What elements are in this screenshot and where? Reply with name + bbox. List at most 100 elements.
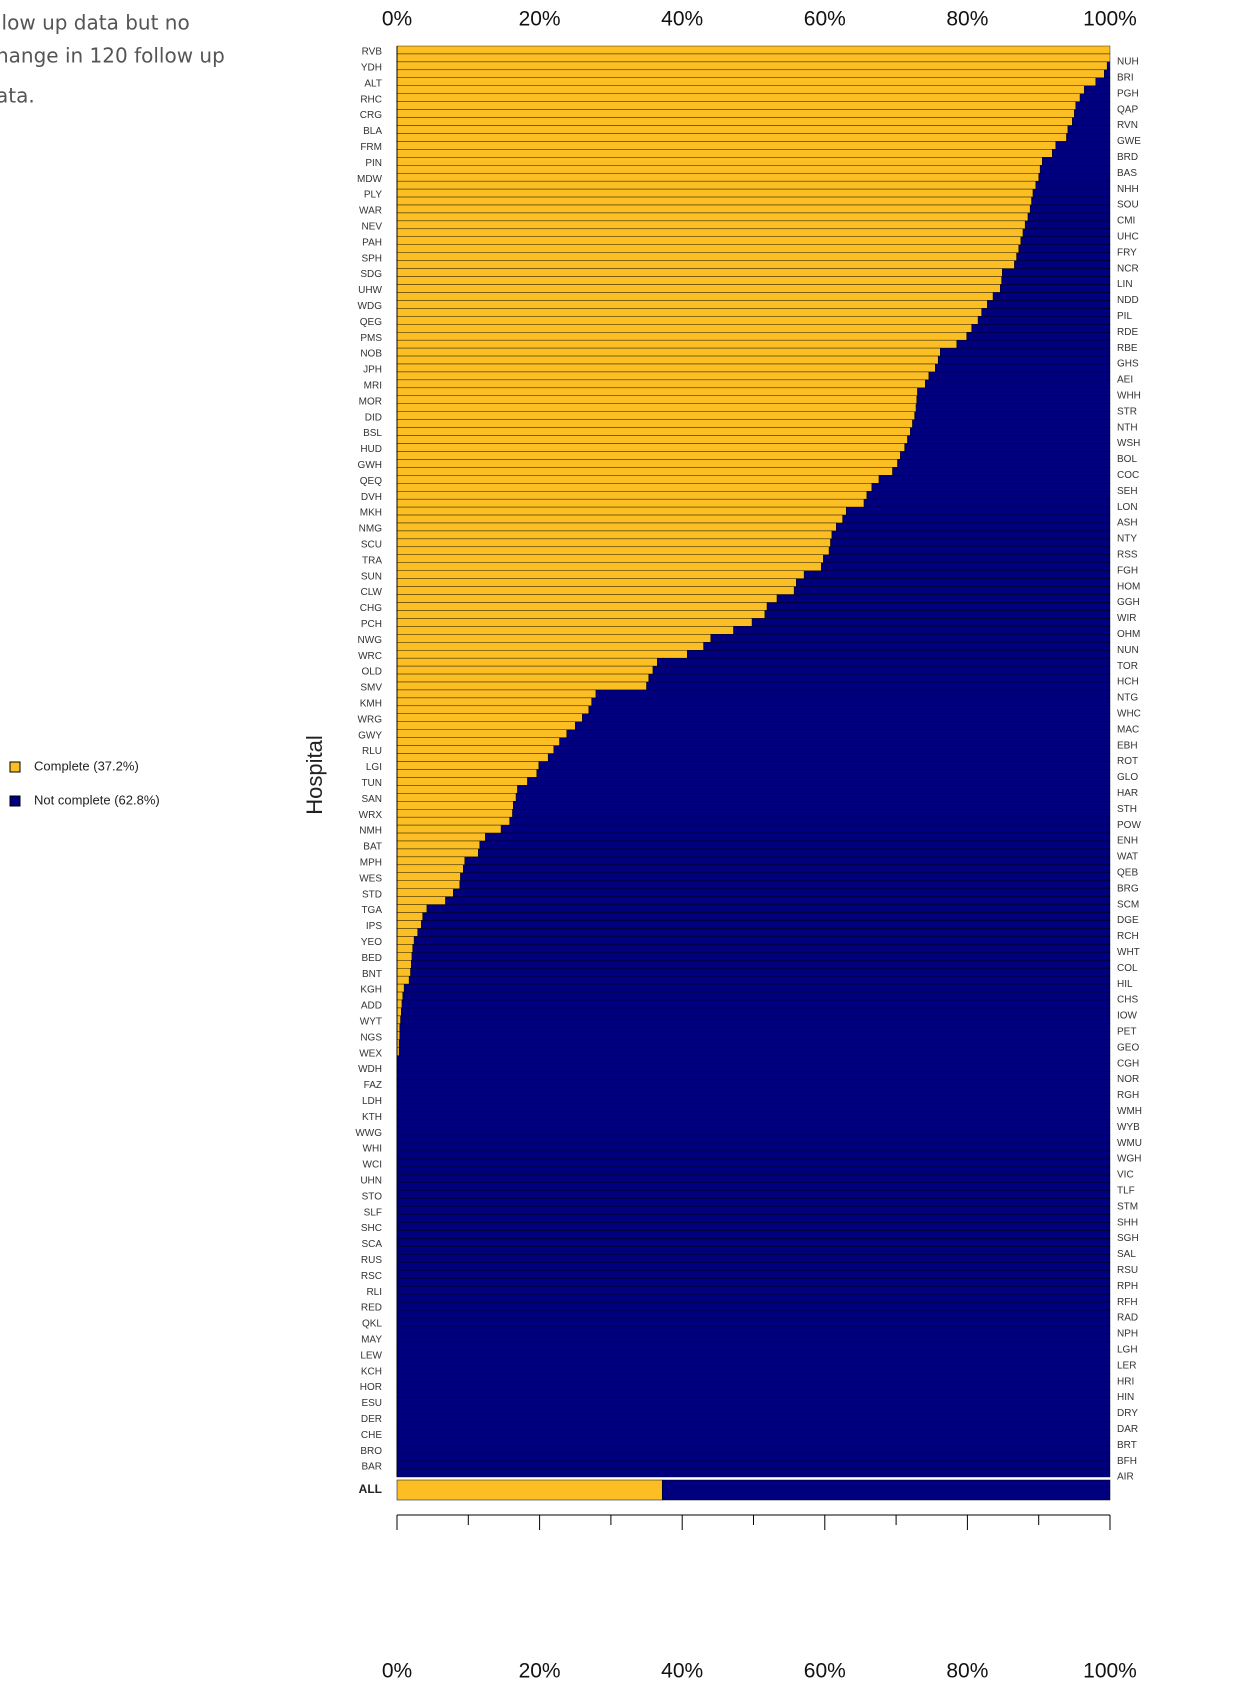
x-tick-label: 100% [1083, 8, 1137, 31]
bar-segment [411, 952, 1111, 961]
bar-segment [396, 777, 528, 786]
bar-segment [1104, 69, 1111, 78]
bar-segment [396, 53, 1111, 63]
category-label: VIC [1117, 1170, 1134, 1181]
category-label: ROT [1117, 756, 1138, 767]
category-label: WWG [355, 1128, 382, 1139]
category-label: MOR [359, 396, 382, 407]
bar-segment [396, 1405, 1111, 1414]
category-label: EBH [1117, 740, 1138, 751]
bar-segment [396, 101, 1076, 110]
category-label: MPH [360, 858, 382, 869]
bar-segment [912, 419, 1111, 428]
category-label: BNT [362, 969, 382, 980]
category-label: TOR [1117, 661, 1138, 672]
bar-segment [966, 332, 1111, 341]
bar-segment [396, 93, 1081, 102]
bar-segment [396, 1373, 1111, 1382]
category-label: GGH [1117, 597, 1140, 608]
category-label: NPH [1117, 1329, 1138, 1340]
bar-segment [559, 737, 1111, 746]
bar-segment [956, 339, 1111, 349]
bar-segment [396, 626, 734, 635]
bar-segment [751, 618, 1111, 627]
bar-segment [396, 292, 994, 301]
bar-segment [977, 316, 1111, 325]
bar-segment [917, 387, 1111, 397]
category-label: CGH [1117, 1058, 1139, 1069]
bar-segment [459, 880, 1111, 889]
bar-segment [992, 292, 1111, 301]
bar-segment [396, 1230, 1111, 1239]
category-label: GLO [1117, 772, 1138, 783]
category-label: PET [1117, 1026, 1136, 1037]
category-label: WMH [1117, 1106, 1142, 1117]
bar-segment [396, 1150, 1111, 1160]
total-bar-segment [396, 1479, 663, 1501]
category-label: QEB [1117, 867, 1138, 878]
bar-segment [686, 650, 1111, 659]
bar-segment [396, 228, 1024, 238]
bar-segment [830, 538, 1111, 548]
category-label: DER [361, 1414, 382, 1425]
category-label: FGH [1117, 565, 1138, 576]
category-label: RLI [366, 1287, 382, 1298]
category-label: STM [1117, 1201, 1138, 1212]
bar-segment [396, 1182, 1111, 1191]
category-label: DGE [1117, 915, 1139, 926]
category-label: HOR [360, 1382, 382, 1393]
category-label: BED [361, 953, 382, 964]
category-label: RDE [1117, 327, 1138, 338]
category-label: LGI [366, 762, 382, 773]
bar-segment [823, 554, 1111, 563]
bar-segment [464, 856, 1111, 866]
bar-segment [396, 872, 461, 881]
legend-label: Not complete (62.8%) [34, 792, 160, 807]
category-label: UHW [358, 285, 382, 296]
bar-segment [1002, 268, 1111, 277]
bar-segment [426, 904, 1111, 913]
bar-segment [396, 1397, 1111, 1406]
bar-segment [1032, 188, 1111, 198]
category-label: STR [1117, 406, 1137, 417]
bar-segment [396, 77, 1096, 86]
bar-segment [396, 491, 868, 500]
x-tick-label: 100% [1083, 1660, 1137, 1683]
bar-segment [396, 188, 1034, 198]
category-label: CHE [361, 1430, 382, 1441]
category-label: YDH [361, 63, 382, 74]
bar-segment [396, 1262, 1111, 1271]
bar-segment [396, 1460, 1111, 1470]
bar-segment [396, 1111, 1111, 1120]
bar-segment [396, 355, 939, 365]
bar-segment [396, 1071, 1111, 1080]
bar-segment [396, 363, 936, 373]
category-label: BAT [363, 842, 382, 853]
bar-segment [396, 944, 413, 953]
bar-segment [566, 729, 1111, 738]
bar-segment [396, 196, 1032, 206]
category-label: YEO [361, 937, 382, 948]
category-label: FAZ [364, 1080, 382, 1091]
bar-segment [396, 840, 480, 850]
bar-segment [410, 968, 1111, 977]
bar-segment [396, 443, 905, 452]
bar-segment [396, 1468, 1111, 1478]
category-label: RED [361, 1303, 382, 1314]
bar-segment [776, 594, 1111, 603]
category-label: WHI [363, 1144, 382, 1155]
bar-segment [582, 713, 1111, 722]
bar-segment [937, 355, 1111, 365]
bar-segment [396, 952, 413, 961]
bar-segment [915, 403, 1111, 412]
category-label: SCU [361, 540, 382, 551]
category-label: SAN [361, 794, 382, 805]
bar-segment [396, 1285, 1111, 1295]
bar-segment [648, 673, 1111, 683]
bar-segment [892, 467, 1111, 476]
bar-segment [396, 642, 704, 651]
bar-segment [396, 769, 537, 778]
bar-segment [553, 745, 1111, 754]
bar-segment [396, 157, 1043, 166]
